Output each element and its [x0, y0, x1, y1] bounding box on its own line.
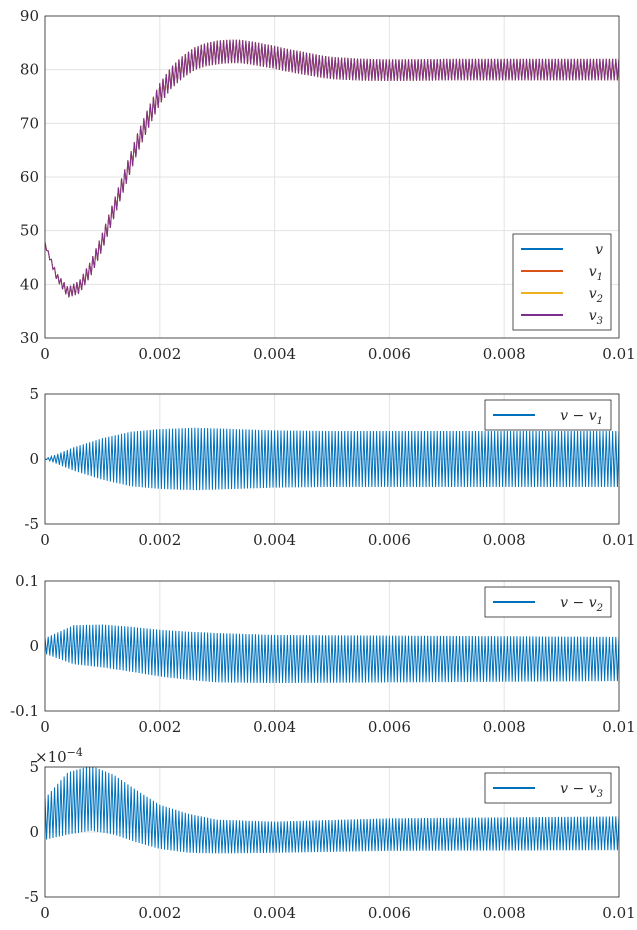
x-tick-label: 0.006: [368, 718, 411, 736]
series-line-v-v3: [45, 767, 619, 854]
legend-entry: v − v3: [560, 781, 603, 800]
y-tick-label: 80: [20, 61, 39, 79]
legend-entry: v: [595, 242, 603, 258]
x-tick-label: 0.004: [253, 904, 296, 922]
y-tick-label: -5: [24, 515, 39, 533]
x-tick-label: 0.01: [602, 345, 635, 363]
y-tick-label: -5: [24, 888, 39, 906]
y-tick-label: 0: [29, 823, 39, 841]
y-tick-label: 50: [20, 222, 39, 240]
y-tick-label: 40: [20, 275, 39, 293]
x-tick-label: 0.008: [483, 531, 526, 549]
x-tick-label: 0.004: [253, 718, 296, 736]
x-tick-label: 0: [40, 531, 50, 549]
y-exponent-label: ×10−4: [35, 746, 83, 766]
subplot-3: 0 0.002 0.004 0.006 0.008 0.01-0.100.1v − v2: [10, 572, 636, 736]
x-tick-label: 0: [40, 345, 50, 363]
axes-frame: [44, 15, 620, 339]
x-tick-label: 0.008: [483, 345, 526, 363]
legend: v v1 v2 v3: [512, 233, 612, 331]
x-tick-label: 0.008: [483, 718, 526, 736]
legend: v − v2: [484, 586, 612, 618]
axes-frame: [44, 393, 620, 525]
x-tick-label: 0.006: [368, 531, 411, 549]
subplot-4: 0 0.002 0.004 0.006 0.008 0.01-505×10−4v − v3: [24, 746, 635, 922]
y-tick-label: 0: [29, 637, 39, 655]
y-tick-label: 30: [20, 329, 39, 347]
legend-entry: v2: [589, 286, 603, 305]
x-tick-label: 0.002: [138, 531, 181, 549]
legend-entry: v1: [589, 264, 603, 283]
x-tick-label: 0: [40, 718, 50, 736]
y-tick-label: 0: [29, 450, 39, 468]
legend-entry: v − v1: [560, 408, 603, 427]
y-tick-label: 5: [29, 385, 39, 403]
subplot-1: 0 0.002 0.004 0.006 0.008 0.01 30 40 50 60 70 80 90 v…: [20, 7, 636, 363]
x-tick-label: 0.002: [138, 718, 181, 736]
legend-entry: v − v2: [560, 595, 603, 614]
x-tick-label: 0.01: [602, 718, 635, 736]
series-line-v3: [45, 39, 619, 298]
legend-entry: v3: [589, 308, 603, 327]
x-tick-label: 0.01: [602, 904, 635, 922]
x-tick-label: 0.002: [138, 345, 181, 363]
y-tick-label: 70: [20, 114, 39, 132]
x-tick-label: 0.002: [138, 904, 181, 922]
legend: v − v1: [484, 399, 612, 431]
x-tick-label: 0.008: [483, 904, 526, 922]
y-tick-label: 0.1: [15, 572, 39, 590]
x-tick-label: 0: [40, 904, 50, 922]
y-tick-label: 60: [20, 168, 39, 186]
y-tick-label: -0.1: [10, 702, 39, 720]
y-tick-label: 90: [20, 7, 39, 25]
axes-frame: [44, 580, 620, 712]
series-line-v-v2: [45, 624, 619, 684]
y-tick-label: 5: [29, 758, 39, 776]
series-line-v-v1: [45, 427, 619, 491]
x-tick-label: 0.01: [602, 531, 635, 549]
legend: v − v3: [484, 772, 612, 804]
x-tick-label: 0.006: [368, 345, 411, 363]
x-tick-label: 0.006: [368, 904, 411, 922]
axes-frame: [44, 766, 620, 898]
x-tick-label: 0.004: [253, 345, 296, 363]
x-tick-label: 0.004: [253, 531, 296, 549]
